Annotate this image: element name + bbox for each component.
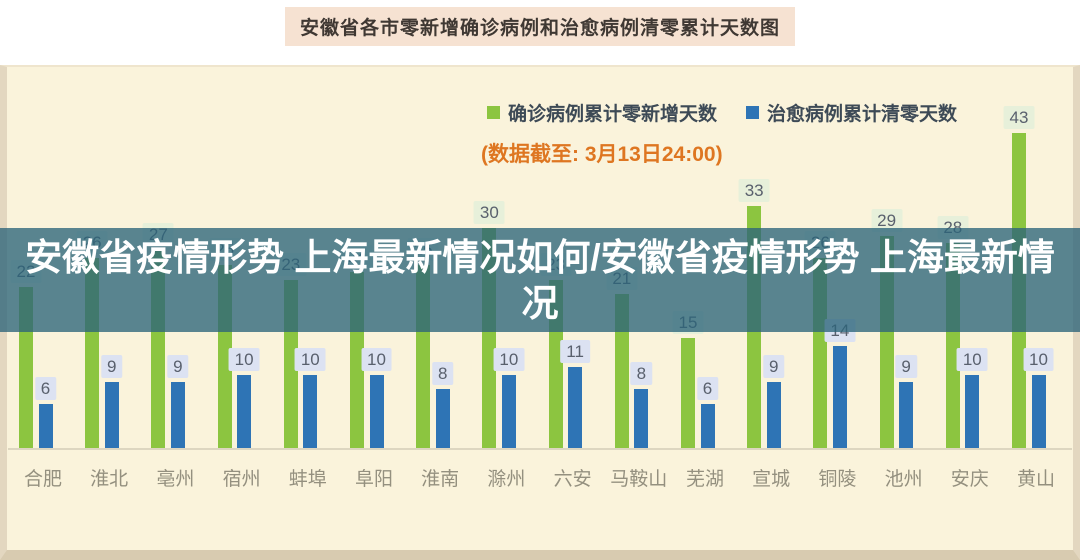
value-label-cured-六安: 11 bbox=[560, 340, 590, 363]
bar-confirmed-马鞍山 bbox=[614, 294, 629, 448]
page-title: 安徽省各市零新增确诊病例和治愈病例清零累计天数图 bbox=[284, 7, 796, 46]
x-axis-label-滁州: 滁州 bbox=[487, 469, 526, 490]
value-label-confirmed-池州: 29 bbox=[871, 209, 903, 232]
x-axis-label-安庆: 安庆 bbox=[950, 469, 989, 490]
x-axis-label-马鞍山: 马鞍山 bbox=[610, 469, 668, 490]
bar-cured-铜陵 bbox=[832, 346, 847, 448]
value-label-cured-淮南: 8 bbox=[431, 362, 454, 385]
value-label-cured-芜湖: 6 bbox=[696, 377, 719, 400]
bar-cured-芜湖 bbox=[700, 404, 715, 448]
bar-cured-蚌埠 bbox=[303, 375, 318, 448]
watermark-text-line2: 况 bbox=[521, 283, 559, 324]
x-axis-label-芜湖: 芜湖 bbox=[685, 469, 725, 490]
bar-cured-滁州 bbox=[501, 375, 516, 448]
title-bar: 安徽省各市零新增确诊病例和治愈病例清零累计天数图 bbox=[0, 0, 1080, 65]
legend-cured: 治愈病例累计清零天数 bbox=[746, 99, 957, 126]
value-label-confirmed-宣城: 33 bbox=[738, 179, 770, 202]
x-axis-label-宿州: 宿州 bbox=[222, 469, 261, 490]
legend-confirmed: 确诊病例累计零新增天数 bbox=[487, 99, 717, 126]
x-axis-label-合肥: 合肥 bbox=[23, 469, 63, 490]
bar-cured-合肥 bbox=[38, 404, 53, 448]
bar-cured-淮北 bbox=[104, 382, 119, 448]
bar-cured-黄山 bbox=[1031, 375, 1046, 448]
value-label-cured-蚌埠: 10 bbox=[294, 348, 326, 371]
value-label-cured-安庆: 10 bbox=[956, 348, 988, 371]
watermark-text-line1: 安徽省疫情形势 上海最新情况如何/安徽省疫情形势 上海最新情 bbox=[25, 237, 1055, 278]
x-axis-line bbox=[8, 448, 1072, 450]
x-axis-label-黄山: 黄山 bbox=[1016, 469, 1056, 490]
bar-cured-宿州 bbox=[237, 375, 252, 448]
value-label-cured-合肥: 6 bbox=[34, 377, 57, 400]
bar-cured-安庆 bbox=[965, 375, 980, 448]
bar-cured-马鞍山 bbox=[634, 389, 649, 448]
x-axis-label-六安: 六安 bbox=[553, 469, 592, 490]
x-axis-label-池州: 池州 bbox=[884, 469, 923, 490]
bar-cured-池州 bbox=[899, 382, 914, 448]
bar-cured-宣城 bbox=[766, 382, 781, 448]
legend-cured-label: 治愈病例累计清零天数 bbox=[767, 104, 958, 125]
value-label-cured-淮北: 9 bbox=[100, 355, 123, 378]
value-label-cured-宣城: 9 bbox=[762, 355, 785, 378]
data-cutoff-note: (数据截至: 3月13日24:00) bbox=[481, 143, 723, 166]
bar-cured-六安 bbox=[568, 367, 583, 448]
value-label-cured-马鞍山: 8 bbox=[630, 362, 653, 385]
x-axis-label-蚌埠: 蚌埠 bbox=[288, 469, 327, 490]
value-label-confirmed-滁州: 30 bbox=[473, 201, 505, 224]
bar-cured-淮南 bbox=[435, 389, 450, 448]
x-axis-label-宣城: 宣城 bbox=[752, 469, 791, 490]
value-label-cured-滁州: 10 bbox=[493, 348, 525, 371]
watermark-band bbox=[0, 228, 1080, 332]
x-axis-label-亳州: 亳州 bbox=[156, 469, 195, 490]
legend-confirmed-label: 确诊病例累计零新增天数 bbox=[508, 104, 718, 125]
x-axis-label-阜阳: 阜阳 bbox=[354, 469, 394, 490]
value-label-cured-阜阳: 10 bbox=[361, 348, 392, 371]
x-axis-label-淮北: 淮北 bbox=[90, 469, 129, 490]
confirmed-swatch-icon bbox=[487, 106, 500, 119]
x-axis-label-铜陵: 铜陵 bbox=[818, 469, 857, 490]
value-label-cured-池州: 9 bbox=[895, 355, 917, 378]
bar-cured-阜阳 bbox=[369, 375, 384, 448]
bar-confirmed-芜湖 bbox=[681, 338, 695, 448]
value-label-cured-宿州: 10 bbox=[228, 348, 260, 371]
value-label-confirmed-黄山: 43 bbox=[1003, 106, 1035, 129]
bar-cured-亳州 bbox=[170, 382, 185, 448]
value-label-cured-亳州: 9 bbox=[167, 355, 189, 378]
cured-swatch-icon bbox=[746, 106, 759, 119]
x-axis-label-淮南: 淮南 bbox=[421, 469, 460, 490]
value-label-cured-黄山: 10 bbox=[1023, 348, 1054, 371]
